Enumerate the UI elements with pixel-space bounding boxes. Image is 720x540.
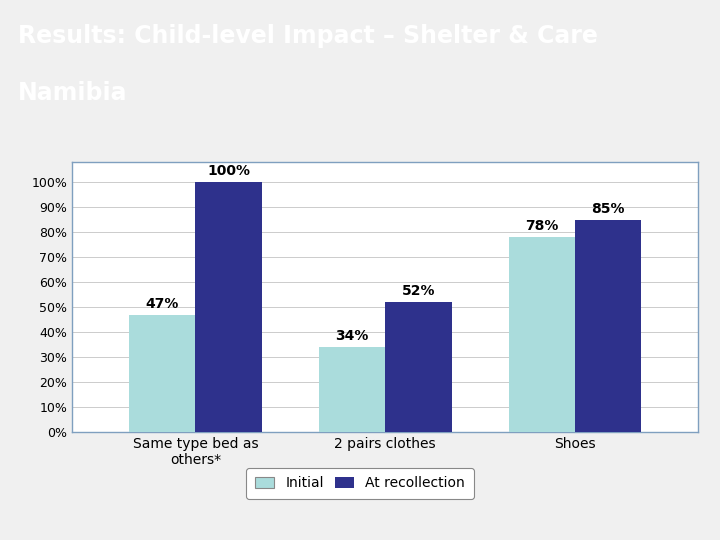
Legend: Initial, At recollection: Initial, At recollection [246,468,474,498]
Bar [508,237,575,432]
Bar [575,219,642,432]
Text: 34%: 34% [336,329,369,343]
Bar [385,302,451,432]
Bar [129,314,195,432]
Text: 52%: 52% [402,284,435,298]
Text: 85%: 85% [592,202,625,216]
Text: 100%: 100% [207,164,250,178]
Text: 78%: 78% [525,219,559,233]
Bar [319,347,385,432]
Text: 47%: 47% [145,297,179,310]
Bar [195,182,262,432]
Text: Namibia: Namibia [18,82,127,105]
Text: Results: Child-level Impact – Shelter & Care: Results: Child-level Impact – Shelter & … [18,24,598,48]
